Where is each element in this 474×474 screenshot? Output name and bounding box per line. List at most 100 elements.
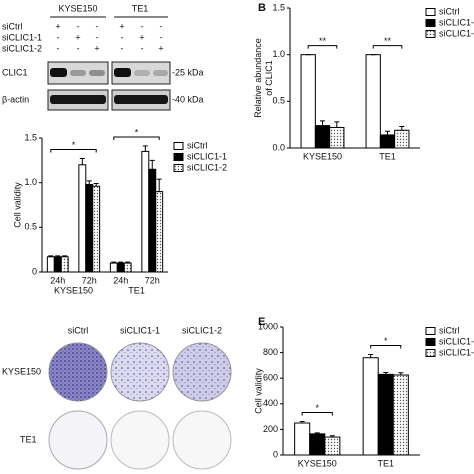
lane-mark: -	[77, 43, 80, 53]
y-tick-label: 0.0	[272, 142, 285, 152]
lane-mark: -	[57, 32, 60, 42]
y-tick-label: 1.0	[24, 177, 37, 187]
x-tick-label: TE1	[377, 458, 394, 468]
error-bar	[368, 354, 374, 358]
bar	[78, 164, 87, 273]
legend-swatch	[425, 30, 436, 38]
y-tick-label: 1.0	[272, 49, 285, 59]
legend-label: siCLIC1-2	[439, 347, 474, 357]
band	[114, 95, 168, 104]
error-bar	[62, 255, 68, 257]
x-tick-label: 72h	[82, 275, 97, 285]
plate	[111, 343, 169, 401]
plate	[110, 410, 170, 470]
error-bar	[299, 420, 305, 423]
legend-label: siCLIC1-2	[439, 28, 474, 38]
x-tick-label: TE1	[379, 151, 396, 161]
bar	[141, 150, 150, 273]
legend-swatch	[173, 142, 184, 150]
error-bar	[329, 435, 335, 438]
significance-bracket	[370, 345, 402, 349]
y-axis-label: Cell validity	[253, 368, 263, 414]
band	[50, 68, 67, 77]
legend-label: siCLIC1-1	[187, 151, 227, 161]
y-tick-label: 200	[263, 424, 278, 434]
error-bar	[79, 158, 85, 165]
legend-swatch	[425, 338, 436, 346]
y-tick-label: 600	[263, 373, 278, 383]
legend-label: siCtrl	[439, 6, 460, 16]
panel-letter: B	[258, 2, 266, 14]
y-tick-label: 0.5	[272, 96, 285, 106]
y-axis-label: of CLIC1	[264, 60, 274, 96]
western-blot	[47, 16, 171, 111]
significance-label: *	[384, 336, 388, 346]
legend-swatch	[425, 19, 436, 27]
bar	[60, 256, 69, 273]
lane-mark: -	[141, 21, 144, 31]
band	[89, 70, 105, 76]
column-label: siCtrl	[68, 325, 89, 335]
bar	[148, 168, 157, 273]
y-tick-label: 0.5	[24, 222, 37, 232]
y-tick-label: 0	[32, 266, 37, 276]
bar	[365, 54, 381, 149]
lane-mark: +	[55, 21, 60, 31]
significance-bracket	[50, 149, 97, 153]
group-label: KYSE150	[58, 3, 97, 13]
bar	[329, 126, 345, 149]
lane-mark: -	[96, 32, 99, 42]
y-axis-label: Relative abundance	[253, 38, 263, 118]
row-label: TE1	[20, 434, 37, 444]
legend-swatch	[425, 8, 436, 16]
bar	[300, 54, 316, 149]
plate	[173, 343, 231, 401]
bar	[377, 373, 394, 456]
lane-mark: +	[158, 43, 163, 53]
lane-mark: +	[75, 32, 80, 42]
bar	[392, 374, 409, 456]
x-tick-label: 24h	[113, 275, 128, 285]
band	[134, 70, 150, 76]
error-bar	[142, 145, 148, 152]
size-label: -40 kDa	[172, 94, 204, 104]
error-bar	[111, 261, 117, 264]
bar	[294, 422, 311, 456]
protein-label: CLIC1	[2, 67, 28, 77]
significance-label: *	[72, 140, 76, 150]
bar	[324, 436, 341, 456]
significance-label: **	[384, 36, 392, 46]
error-bar	[383, 371, 389, 375]
error-bar	[334, 121, 340, 128]
colony-plates	[48, 342, 232, 470]
group-label: KYSE150	[54, 285, 93, 295]
plate	[49, 343, 107, 401]
lane-mark: -	[96, 21, 99, 31]
lane-mark: -	[77, 21, 80, 31]
error-bar	[314, 432, 320, 434]
bar	[314, 125, 331, 149]
lane-mark: +	[119, 21, 124, 31]
error-bar	[86, 180, 92, 185]
error-bar	[149, 159, 155, 170]
lane-mark: -	[160, 32, 163, 42]
error-bar	[118, 261, 124, 264]
legend-swatch	[425, 327, 436, 335]
y-tick-label: 800	[263, 347, 278, 357]
significance-bracket	[307, 45, 338, 49]
y-tick-label: 1.5	[24, 132, 37, 142]
legend-swatch	[425, 349, 436, 357]
lane-mark: -	[160, 21, 163, 31]
x-tick-label: KYSE150	[298, 458, 337, 468]
bar	[92, 185, 101, 273]
error-bar	[398, 372, 404, 375]
y-tick-label: 0	[273, 449, 278, 459]
bar	[53, 256, 62, 273]
significance-bracket	[113, 136, 160, 141]
group-label: TE1	[128, 285, 145, 295]
band	[114, 68, 131, 77]
bar	[46, 256, 55, 273]
y-tick-label: 400	[263, 398, 278, 408]
bar	[362, 357, 379, 456]
bar	[379, 134, 396, 149]
